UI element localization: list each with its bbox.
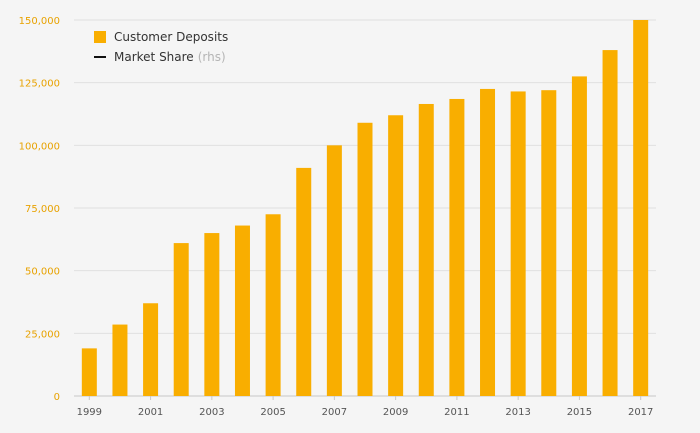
bar [571, 76, 587, 397]
legend: Customer Deposits Market Share (rhs) [94, 27, 228, 67]
legend-item-customer-deposits: Customer Deposits [94, 27, 228, 47]
bar [204, 233, 220, 396]
x-tick-label: 2013 [505, 407, 530, 418]
bar [265, 214, 281, 396]
y-tick-label: 100,000 [19, 141, 60, 152]
y-tick-label: 125,000 [19, 79, 60, 90]
bar [326, 145, 342, 396]
bar [388, 115, 404, 397]
x-tick-label: 2007 [322, 407, 347, 418]
bar [418, 103, 434, 397]
bar [602, 50, 618, 397]
x-tick-label: 2005 [260, 407, 285, 418]
x-tick-label: 1999 [77, 407, 102, 418]
x-tick-label: 2001 [138, 407, 163, 418]
bar [541, 90, 557, 396]
bar [296, 167, 312, 396]
y-tick-label: 0 [54, 392, 60, 403]
y-tick-label: 75,000 [25, 204, 60, 215]
x-tick-label: 2015 [567, 407, 592, 418]
y-tick-label: 150,000 [19, 16, 60, 27]
bar [112, 324, 128, 396]
bar [81, 348, 97, 396]
bar [234, 225, 250, 396]
bar [357, 122, 373, 397]
y-tick-label: 25,000 [25, 329, 60, 340]
bar [480, 88, 496, 396]
bar [510, 91, 526, 396]
bar [143, 303, 159, 396]
legend-label-market-share: Market Share [114, 50, 194, 64]
legend-swatch-customer-deposits [94, 31, 106, 43]
bar [173, 243, 189, 396]
bar [633, 20, 649, 396]
y-tick-label: 50,000 [25, 267, 60, 278]
x-tick-label: 2011 [444, 407, 469, 418]
legend-suffix-rhs: (rhs) [197, 50, 226, 64]
x-tick-label: 2017 [628, 407, 653, 418]
legend-item-market-share: Market Share (rhs) [94, 47, 228, 67]
legend-swatch-market-share [94, 56, 106, 58]
bar [449, 98, 465, 397]
x-tick-label: 2003 [199, 407, 224, 418]
legend-label-customer-deposits: Customer Deposits [114, 30, 229, 44]
x-tick-label: 2009 [383, 407, 408, 418]
